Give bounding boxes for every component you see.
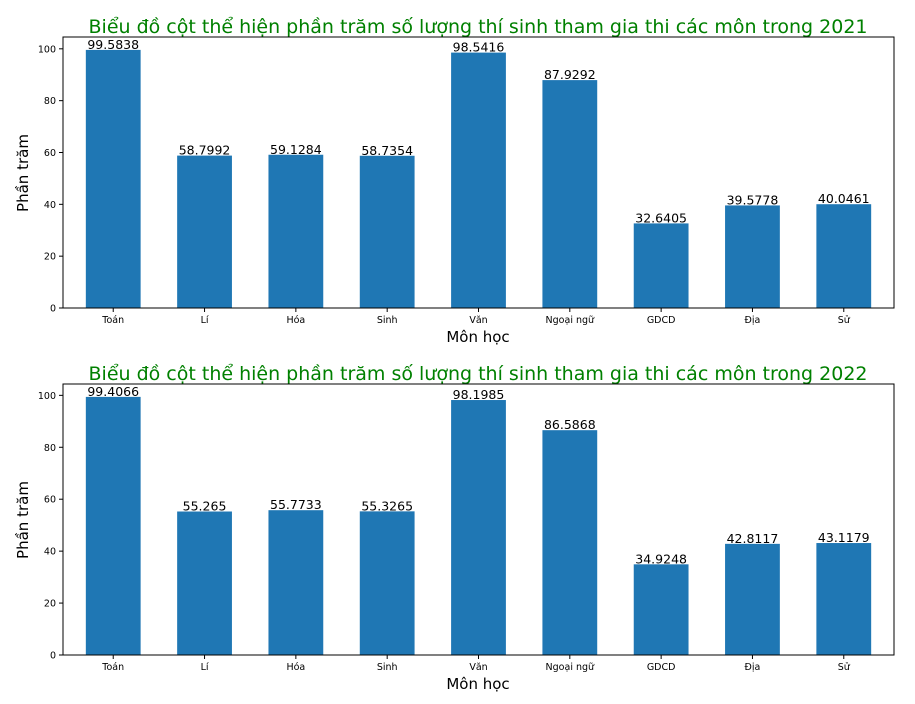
data-labels-2021: 99.5838 58.7992 59.1284 58.7354 98.5416 87.92… [87, 37, 869, 226]
chart-title-2021: Biểu đồ cột thể hiện phần trăm số lượng … [89, 16, 868, 38]
data-label-sinh: 58.7354 [361, 143, 413, 158]
y-tick-label-80: 80 [44, 443, 56, 454]
x-tick-label-van: Văn [469, 315, 487, 326]
data-label-van: 98.5416 [453, 40, 505, 55]
y-tick-label-60: 60 [44, 148, 56, 159]
y-axis-label-2021: Phần trăm [14, 134, 32, 212]
x-tick-label-hoa: Hóa [286, 315, 305, 326]
x-axis-label-2022: Môn học [446, 675, 509, 693]
bars-2021 [85, 49, 872, 309]
bar-su [816, 204, 872, 308]
bars-2022 [85, 396, 872, 655]
x-tick-label-dia: Địa [745, 662, 761, 673]
y-ticks-2021: 0 20 40 60 80 100 [38, 44, 63, 315]
y-tick-label-20: 20 [44, 599, 56, 610]
data-label-li: 55.265 [183, 499, 227, 514]
data-label-toan: 99.5838 [87, 37, 139, 52]
bar-van [451, 400, 506, 655]
data-label-dia: 42.8117 [727, 531, 779, 546]
data-label-su: 43.1179 [818, 530, 870, 545]
x-tick-label-su: Sử [838, 662, 851, 673]
y-tick-label-0: 0 [50, 651, 56, 662]
data-label-van: 98.1985 [453, 387, 505, 402]
data-label-hoa: 59.1284 [270, 142, 322, 157]
data-label-dia: 39.5778 [727, 192, 779, 207]
bar-ngoai-ngu [542, 430, 598, 655]
chart-title-2022: Biểu đồ cột thể hiện phần trăm số lượng … [89, 363, 868, 385]
y-tick-label-40: 40 [44, 547, 56, 558]
data-labels-2022: 99.4066 55.265 55.7733 55.3265 98.1985 86.586… [87, 384, 869, 566]
data-label-ngoai-ngu: 86.5868 [544, 417, 596, 432]
x-tick-label-sinh: Sinh [377, 662, 398, 673]
y-ticks-2022: 0 20 40 60 80 100 [38, 391, 63, 662]
bar-gdcd [633, 564, 689, 655]
data-label-li: 58.7992 [179, 143, 231, 158]
y-tick-label-100: 100 [38, 44, 56, 55]
y-tick-label-0: 0 [50, 304, 56, 315]
y-tick-label-20: 20 [44, 252, 56, 263]
data-label-hoa: 55.7733 [270, 497, 322, 512]
bar-gdcd [633, 223, 689, 308]
x-tick-label-li: Lí [201, 315, 209, 326]
x-axis-label-2021: Môn học [446, 328, 509, 346]
x-tick-label-van: Văn [469, 662, 487, 673]
bar-toan [85, 49, 141, 309]
x-tick-label-gdcd: GDCD [647, 662, 676, 673]
data-label-su: 40.0461 [818, 191, 870, 206]
data-label-sinh: 55.3265 [361, 498, 413, 513]
bar-hoa [268, 510, 324, 655]
x-tick-label-ngoai-ngu: Ngoại ngữ [546, 315, 595, 326]
bar-sinh [359, 511, 415, 655]
bar-van [451, 52, 506, 308]
x-ticks-2022: Toán Lí Hóa Sinh Văn Ngoại ngữ GDCD Địa Sử [101, 655, 851, 673]
bar-dia [725, 543, 780, 655]
y-tick-label-60: 60 [44, 495, 56, 506]
data-label-gdcd: 32.6405 [635, 210, 687, 225]
x-tick-label-dia: Địa [745, 315, 761, 326]
chart-2022: Biểu đồ cột thể hiện phần trăm số lượng … [14, 363, 895, 693]
x-tick-label-toan: Toán [101, 662, 124, 673]
x-tick-label-hoa: Hóa [286, 662, 305, 673]
bar-ngoai-ngu [542, 80, 598, 308]
bar-dia [725, 205, 780, 308]
x-tick-label-sinh: Sinh [377, 315, 398, 326]
data-label-ngoai-ngu: 87.9292 [544, 67, 596, 82]
y-tick-label-80: 80 [44, 96, 56, 107]
bar-li [177, 511, 232, 655]
y-tick-label-100: 100 [38, 391, 56, 402]
chart-2021: Biểu đồ cột thể hiện phần trăm số lượng … [14, 16, 895, 346]
x-ticks-2021: Toán Lí Hóa Sinh Văn Ngoại ngữ GDCD Địa Sử [101, 308, 851, 326]
bar-toan [85, 396, 141, 655]
bar-li [177, 155, 232, 308]
plot-frame-2021 [62, 36, 895, 309]
data-label-toan: 99.4066 [87, 384, 139, 399]
plot-frame-2022 [62, 383, 895, 656]
bar-hoa [268, 154, 324, 308]
y-axis-label-2022: Phần trăm [14, 481, 32, 559]
x-tick-label-toan: Toán [101, 315, 124, 326]
bar-sinh [359, 155, 415, 308]
y-tick-label-40: 40 [44, 200, 56, 211]
x-tick-label-su: Sử [838, 315, 851, 326]
x-tick-label-li: Lí [201, 662, 209, 673]
x-tick-label-gdcd: GDCD [647, 315, 676, 326]
x-tick-label-ngoai-ngu: Ngoại ngữ [546, 662, 595, 673]
bar-su [816, 543, 872, 655]
data-label-gdcd: 34.9248 [635, 551, 687, 566]
